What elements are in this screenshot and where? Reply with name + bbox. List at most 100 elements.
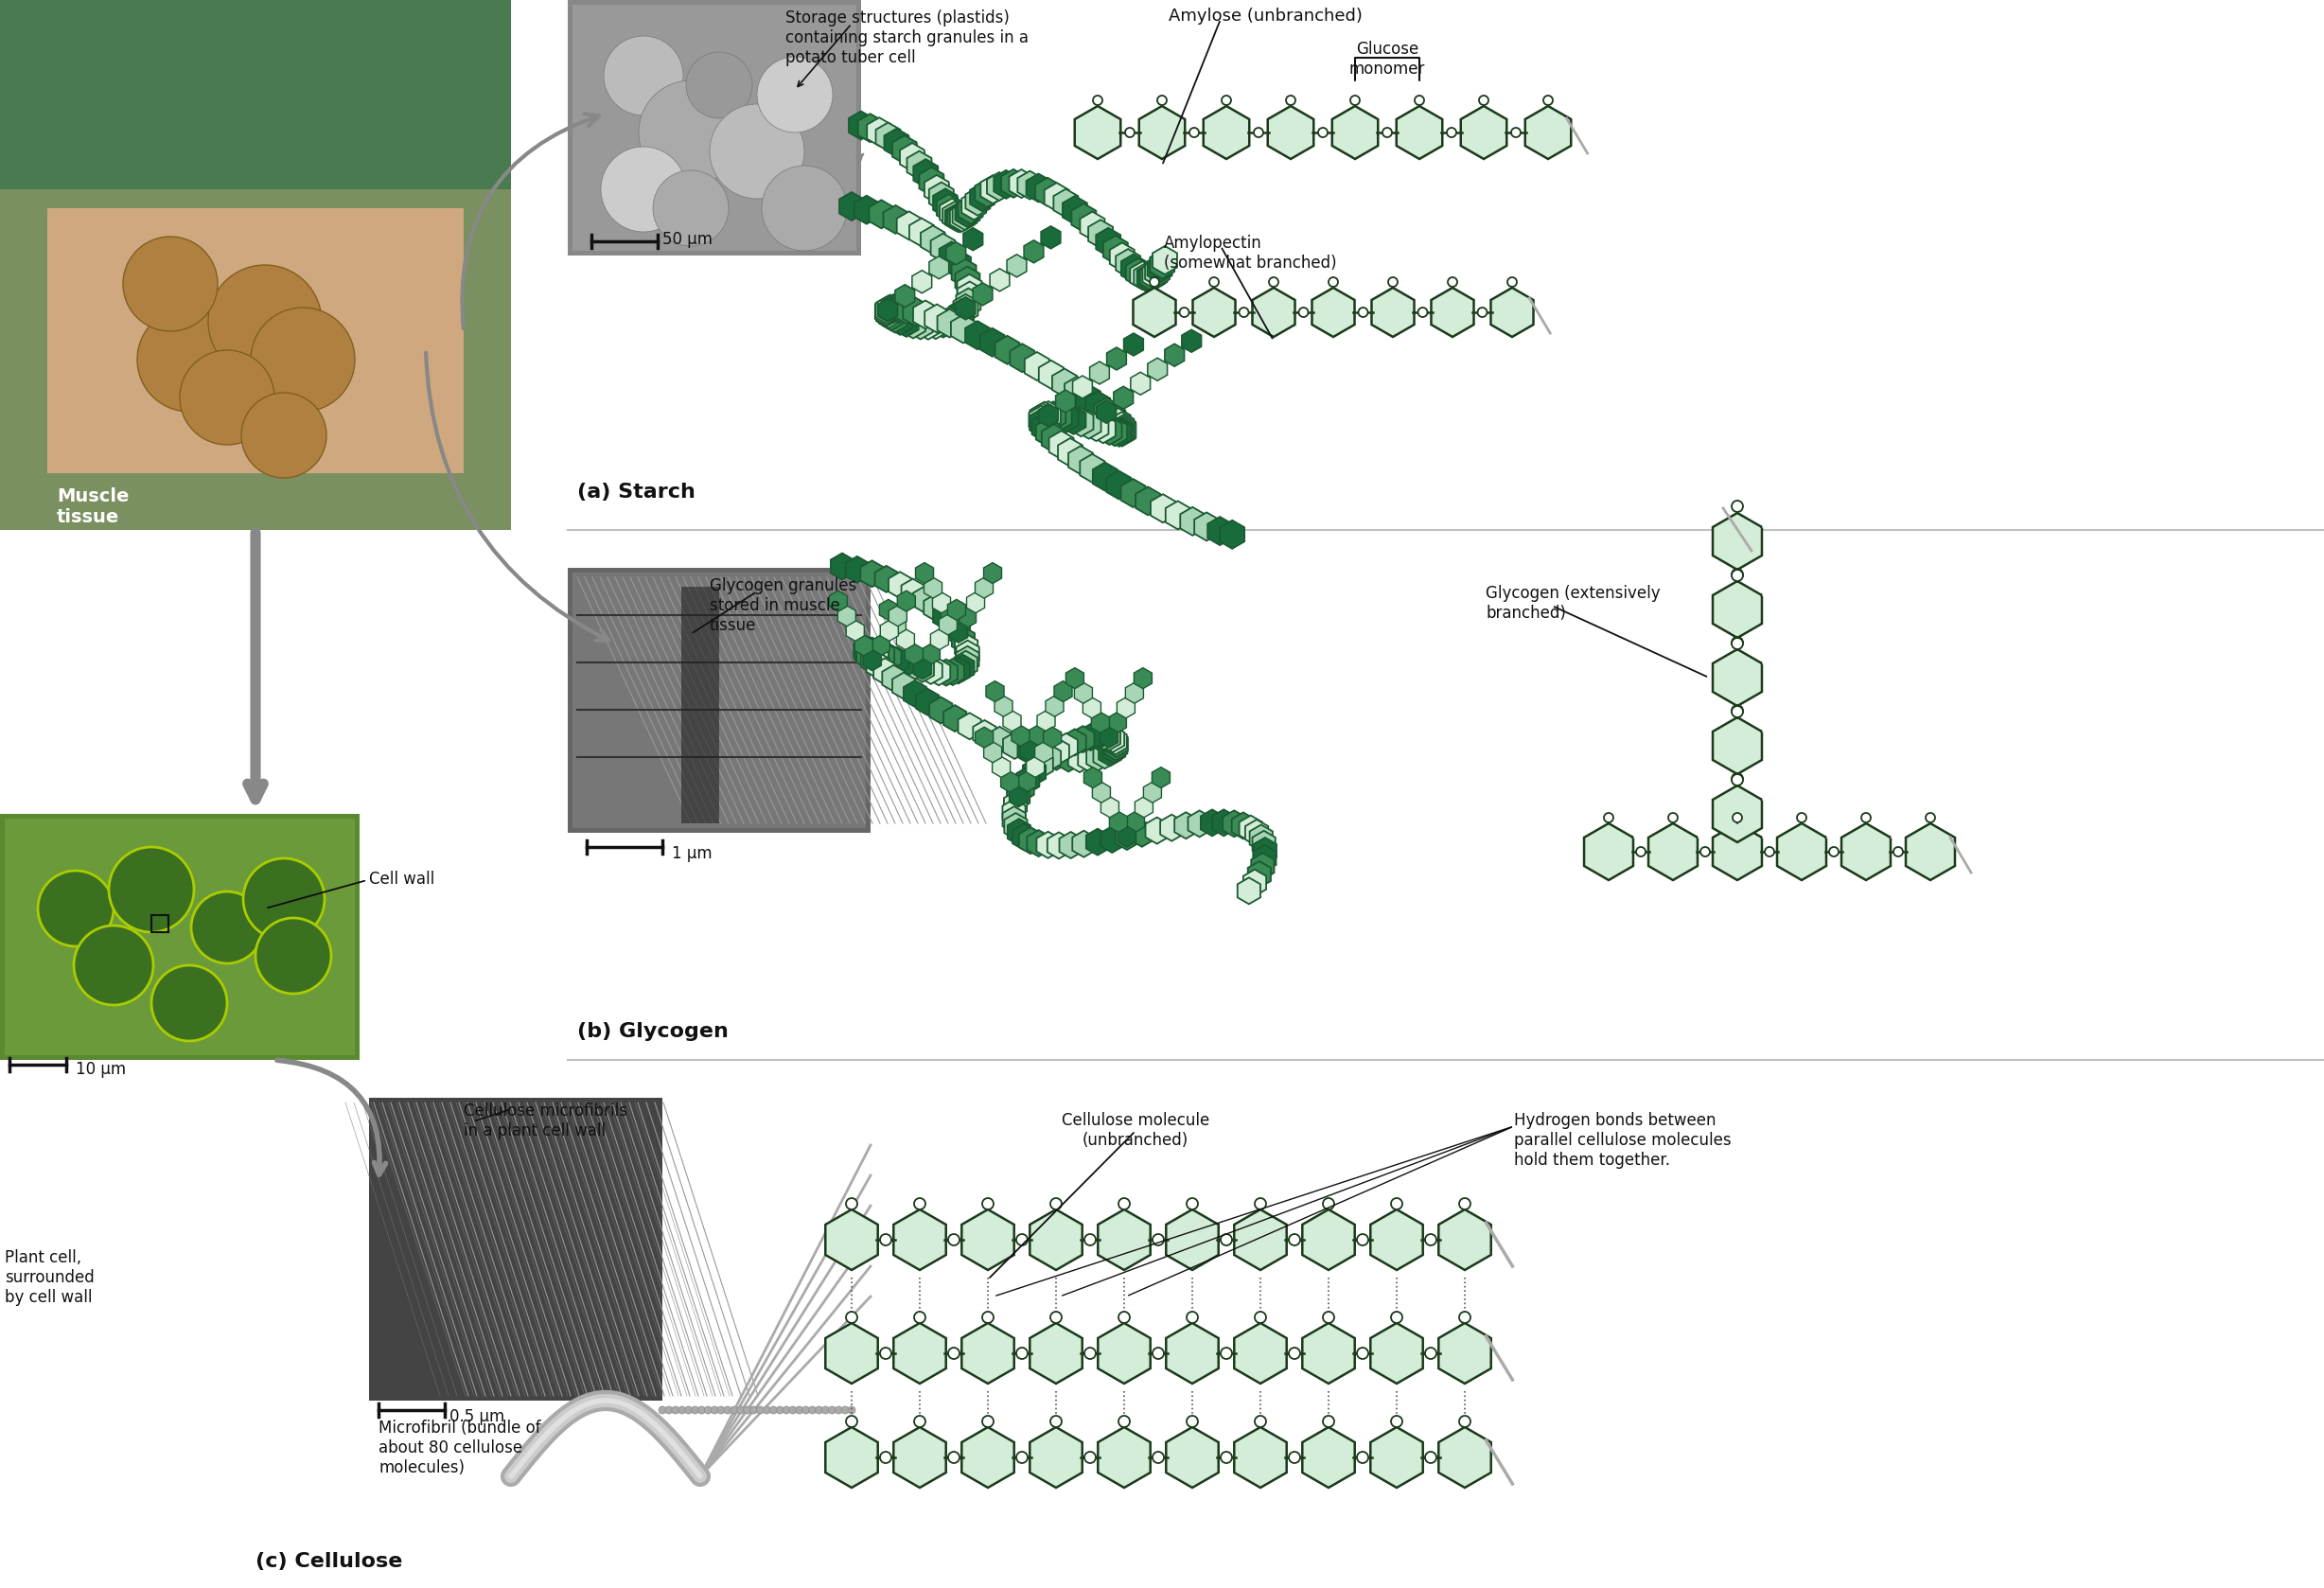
Circle shape: [1731, 500, 1743, 511]
Circle shape: [137, 308, 242, 411]
Polygon shape: [953, 627, 974, 653]
Polygon shape: [1102, 726, 1125, 753]
Circle shape: [1085, 1348, 1095, 1359]
Polygon shape: [862, 649, 881, 670]
Polygon shape: [939, 241, 964, 270]
Polygon shape: [848, 111, 874, 140]
Polygon shape: [1253, 287, 1294, 337]
Polygon shape: [1234, 1210, 1287, 1270]
Polygon shape: [951, 654, 974, 681]
Polygon shape: [1034, 742, 1053, 762]
Polygon shape: [1397, 106, 1443, 159]
Polygon shape: [1032, 413, 1057, 441]
Circle shape: [709, 105, 804, 198]
Polygon shape: [946, 203, 969, 232]
Polygon shape: [1032, 402, 1057, 430]
Polygon shape: [930, 183, 953, 211]
Polygon shape: [951, 314, 976, 343]
Circle shape: [1318, 127, 1327, 137]
Polygon shape: [1713, 513, 1762, 570]
Polygon shape: [1069, 408, 1092, 437]
Circle shape: [1425, 1348, 1436, 1359]
Circle shape: [1050, 1197, 1062, 1210]
Polygon shape: [1160, 815, 1183, 842]
Polygon shape: [955, 287, 981, 316]
Polygon shape: [1102, 737, 1125, 764]
Polygon shape: [955, 651, 978, 678]
Polygon shape: [920, 225, 946, 254]
Polygon shape: [1027, 173, 1050, 202]
Circle shape: [744, 1407, 751, 1413]
Circle shape: [1894, 846, 1903, 856]
Polygon shape: [892, 672, 916, 699]
Polygon shape: [937, 310, 962, 337]
Circle shape: [795, 1407, 804, 1413]
Polygon shape: [1088, 219, 1113, 248]
Polygon shape: [1134, 797, 1153, 818]
Circle shape: [913, 1416, 925, 1428]
Polygon shape: [1018, 772, 1037, 792]
Polygon shape: [1025, 240, 1043, 264]
Polygon shape: [1055, 391, 1076, 413]
FancyArrowPatch shape: [277, 1061, 386, 1175]
Circle shape: [602, 146, 686, 232]
Polygon shape: [962, 192, 985, 219]
Polygon shape: [1301, 1210, 1355, 1270]
Circle shape: [123, 237, 218, 332]
Polygon shape: [930, 256, 948, 279]
Polygon shape: [948, 203, 971, 232]
Circle shape: [74, 926, 153, 1005]
Polygon shape: [1020, 740, 1039, 761]
Polygon shape: [1092, 711, 1109, 734]
Polygon shape: [1109, 411, 1134, 440]
Polygon shape: [913, 659, 932, 680]
Circle shape: [948, 1348, 960, 1359]
Polygon shape: [1018, 172, 1041, 200]
Polygon shape: [916, 562, 934, 583]
Polygon shape: [930, 697, 953, 724]
Circle shape: [983, 1197, 995, 1210]
Polygon shape: [1011, 726, 1030, 746]
Polygon shape: [1313, 287, 1355, 337]
Polygon shape: [897, 591, 916, 611]
Circle shape: [1085, 1234, 1095, 1245]
Polygon shape: [1246, 819, 1269, 846]
Circle shape: [1731, 705, 1743, 716]
Circle shape: [1050, 1312, 1062, 1323]
Circle shape: [690, 1407, 700, 1413]
Polygon shape: [1585, 823, 1634, 880]
Circle shape: [1392, 1197, 1401, 1210]
Polygon shape: [1097, 724, 1120, 751]
Circle shape: [723, 1407, 732, 1413]
Polygon shape: [955, 634, 978, 661]
Polygon shape: [920, 167, 944, 195]
Polygon shape: [927, 659, 951, 686]
Polygon shape: [939, 306, 962, 335]
Polygon shape: [911, 270, 932, 294]
Polygon shape: [1371, 1428, 1422, 1488]
Circle shape: [802, 1407, 809, 1413]
Circle shape: [751, 1407, 758, 1413]
Polygon shape: [825, 1428, 878, 1488]
Circle shape: [1255, 1312, 1267, 1323]
Polygon shape: [876, 297, 899, 326]
Polygon shape: [1713, 823, 1762, 880]
Circle shape: [686, 52, 753, 118]
Circle shape: [711, 1407, 718, 1413]
Polygon shape: [1009, 786, 1027, 807]
Circle shape: [1299, 308, 1308, 318]
Polygon shape: [969, 183, 995, 211]
Polygon shape: [1490, 287, 1534, 337]
Polygon shape: [953, 294, 978, 322]
Polygon shape: [839, 192, 865, 221]
Polygon shape: [895, 649, 918, 676]
Polygon shape: [1030, 403, 1055, 432]
Circle shape: [1459, 1416, 1471, 1428]
Polygon shape: [974, 719, 997, 746]
Polygon shape: [860, 561, 883, 588]
Polygon shape: [1037, 402, 1060, 430]
Polygon shape: [1085, 391, 1111, 419]
Circle shape: [639, 81, 744, 184]
Polygon shape: [888, 572, 911, 599]
Polygon shape: [974, 283, 992, 305]
